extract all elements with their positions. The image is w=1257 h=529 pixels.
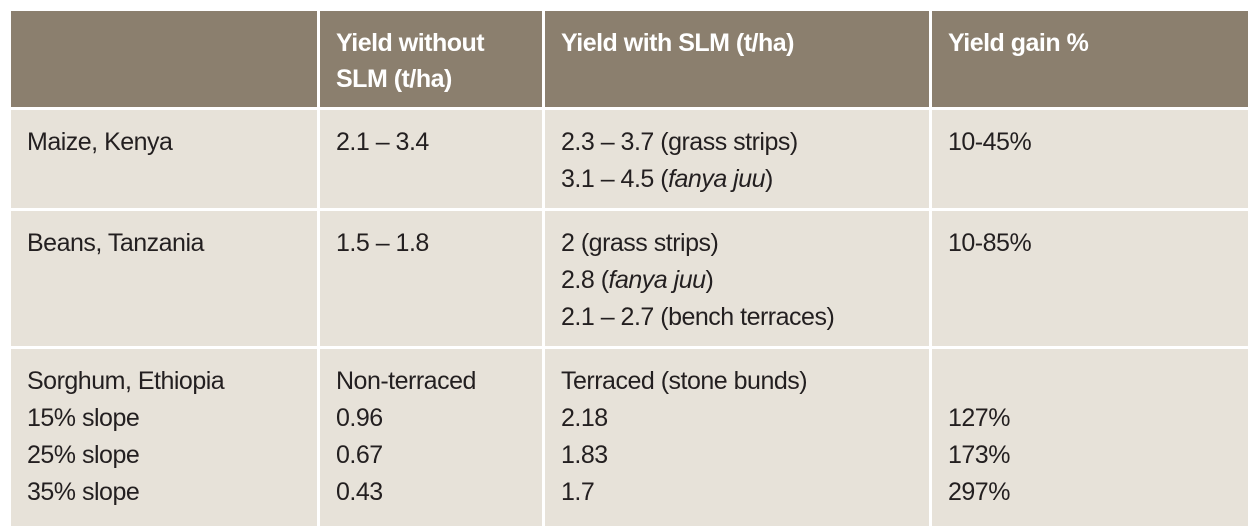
- table-cell: 2.3 – 3.7 (grass strips) 3.1 – 4.5 (fanya…: [542, 107, 932, 211]
- cell-line: 2.3 – 3.7 (grass strips): [561, 128, 798, 156]
- cell-line: 0.96: [336, 404, 383, 432]
- table-cell: Beans, Tanzania: [8, 208, 320, 349]
- cell-line: 127%: [948, 404, 1010, 432]
- table-cell: 10-45%: [929, 107, 1251, 211]
- header-cell: Yield with SLM (t/ha): [542, 8, 932, 110]
- page: Yield without SLM (t/ha) Yield with SLM (…: [8, 8, 1251, 529]
- cell-line: 1.5 – 1.8: [336, 229, 429, 257]
- cell-line: 1.7: [561, 478, 595, 506]
- cell-line: Non-terraced: [336, 367, 476, 395]
- cell-line: 35% slope: [27, 478, 140, 506]
- cell-line: Maize, Kenya: [27, 128, 173, 156]
- text-run: 3.1 – 4.5 (: [561, 165, 669, 193]
- cell-line: 15% slope: [27, 404, 140, 432]
- table-body: Maize, Kenya 2.1 – 3.4 2.3 – 3.7 (grass st…: [8, 107, 1251, 529]
- blank-line: [948, 363, 1232, 400]
- table-cell: 1.5 – 1.8: [317, 208, 545, 349]
- cell-line: 2.18: [561, 404, 608, 432]
- text-run: ): [705, 266, 714, 294]
- table-cell: Non-terraced 0.96 0.67 0.43: [317, 346, 545, 529]
- yield-table: Yield without SLM (t/ha) Yield with SLM (…: [8, 8, 1251, 529]
- cell-line: 3.1 – 4.5 (fanya juu): [561, 161, 913, 198]
- cell-line: 1.83: [561, 441, 608, 469]
- header-row: Yield without SLM (t/ha) Yield with SLM (…: [8, 8, 1251, 110]
- cell-line: Terraced (stone bunds): [561, 367, 808, 395]
- table-cell: 10-85%: [929, 208, 1251, 349]
- table-cell: 127% 173% 297%: [929, 346, 1251, 529]
- table-cell: 2 (grass strips) 2.8 (fanya juu) 2.1 – 2.7…: [542, 208, 932, 349]
- table-row: Beans, Tanzania 1.5 – 1.8 2 (grass strips)…: [8, 208, 1251, 349]
- text-run: fanya juu: [668, 165, 766, 193]
- cell-line: 0.43: [336, 478, 383, 506]
- cell-line: Beans, Tanzania: [27, 229, 204, 257]
- cell-line: 2.1 – 2.7 (bench terraces): [561, 303, 835, 331]
- cell-line: 10-85%: [948, 229, 1032, 257]
- cell-line: Sorghum, Ethiopia: [27, 367, 225, 395]
- text-run: 2.8 (: [561, 266, 609, 294]
- header-cell: Yield gain %: [929, 8, 1251, 110]
- cell-line: 10-45%: [948, 128, 1032, 156]
- table-cell: Sorghum, Ethiopia 15% slope 25% slope 35% s…: [8, 346, 320, 529]
- table-cell: Maize, Kenya: [8, 107, 320, 211]
- table-row: Maize, Kenya 2.1 – 3.4 2.3 – 3.7 (grass st…: [8, 107, 1251, 211]
- table-cell: Terraced (stone bunds) 2.18 1.83 1.7: [542, 346, 932, 529]
- cell-line: 25% slope: [27, 441, 140, 469]
- text-run: fanya juu: [608, 266, 706, 294]
- table-row: Sorghum, Ethiopia 15% slope 25% slope 35% s…: [8, 346, 1251, 529]
- cell-line: 297%: [948, 478, 1010, 506]
- cell-line: 2 (grass strips): [561, 229, 719, 257]
- cell-line: 2.8 (fanya juu): [561, 262, 913, 299]
- header-cell: Yield without SLM (t/ha): [317, 8, 545, 110]
- table-cell: 2.1 – 3.4: [317, 107, 545, 211]
- header-cell: [8, 8, 320, 110]
- cell-line: 2.1 – 3.4: [336, 128, 429, 156]
- text-run: ): [765, 165, 773, 193]
- cell-line: 0.67: [336, 441, 383, 469]
- cell-line: 173%: [948, 441, 1010, 469]
